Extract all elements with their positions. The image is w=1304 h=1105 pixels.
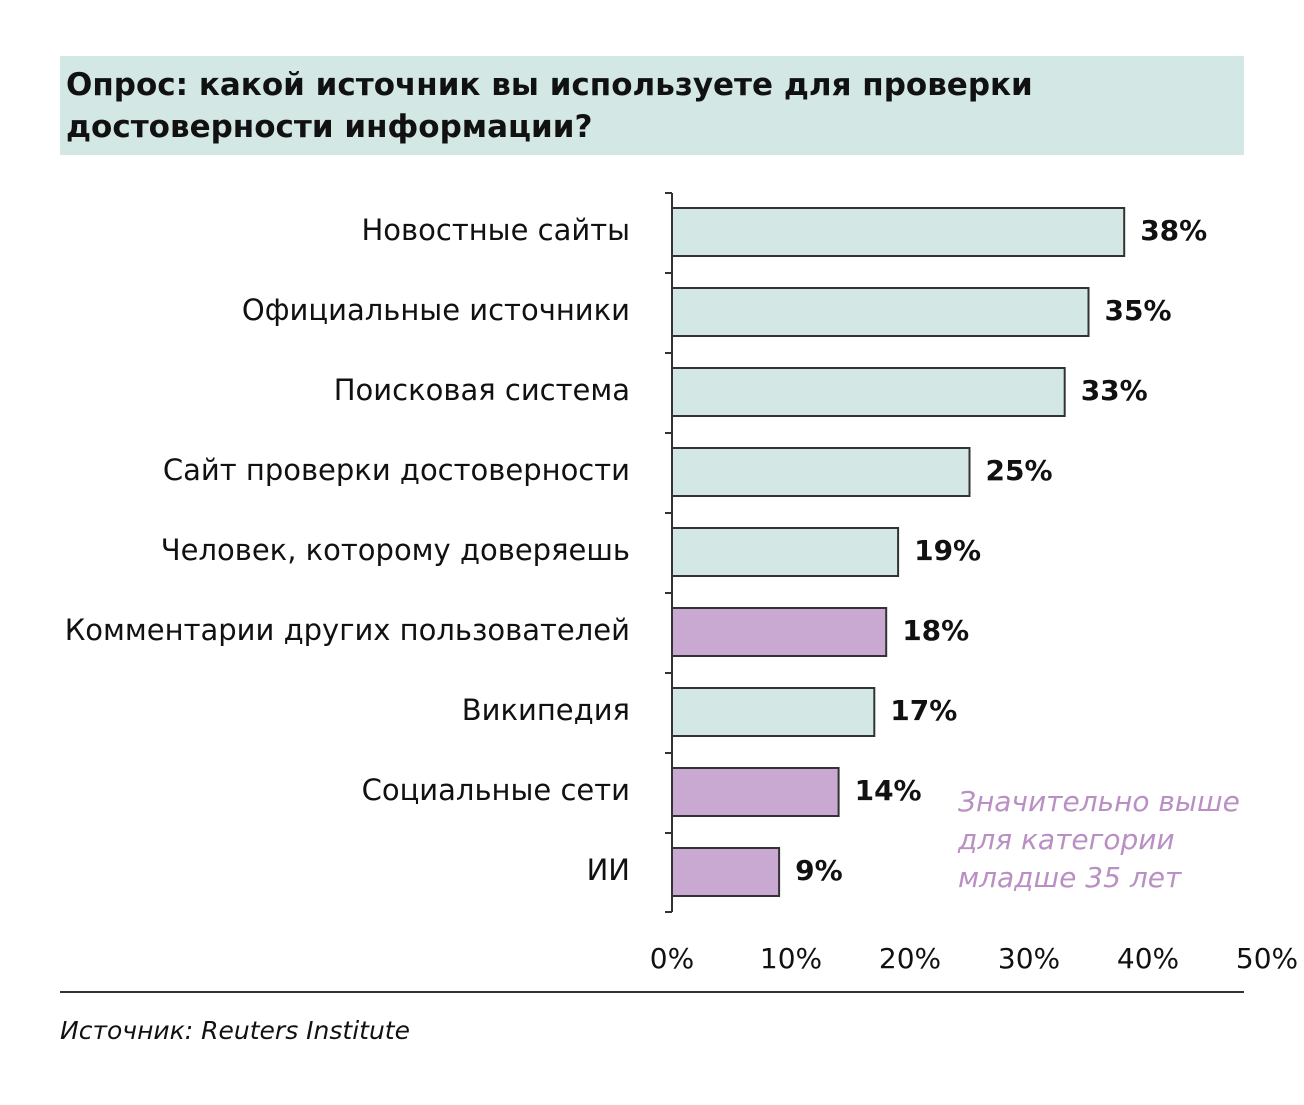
value-label: 19% xyxy=(914,534,981,567)
bar xyxy=(671,207,1126,257)
category-label: ИИ xyxy=(587,853,630,887)
category-label: Википедия xyxy=(462,693,630,727)
category-label: Поисковая система xyxy=(334,373,630,407)
annotation: для категории xyxy=(957,823,1175,856)
bar xyxy=(671,687,876,737)
x-tick-label: 50% xyxy=(1236,942,1298,975)
bar xyxy=(671,527,900,577)
bar xyxy=(671,447,971,497)
bar xyxy=(671,287,1090,337)
category-label: Официальные источники xyxy=(242,293,630,327)
value-label: 18% xyxy=(902,614,969,647)
value-label: 33% xyxy=(1081,374,1148,407)
chart-title: Опрос: какой источник вы используете для… xyxy=(60,56,1244,155)
value-label: 25% xyxy=(986,454,1053,487)
annotation: Значительно выше xyxy=(958,785,1240,818)
category-label: Комментарии других пользователей xyxy=(65,613,630,647)
source: Источник: Reuters Institute xyxy=(60,1016,410,1045)
value-label: 35% xyxy=(1105,294,1172,327)
category-label: Новостные сайты xyxy=(362,213,631,247)
x-tick-label: 40% xyxy=(1117,942,1179,975)
category-label: Социальные сети xyxy=(362,773,630,807)
bar xyxy=(671,847,781,897)
x-tick-label: 30% xyxy=(998,942,1060,975)
bar xyxy=(671,367,1066,417)
x-tick-label: 10% xyxy=(760,942,822,975)
value-label: 9% xyxy=(795,854,843,887)
value-label: 14% xyxy=(855,774,922,807)
x-tick-label: 20% xyxy=(879,942,941,975)
value-label: 17% xyxy=(890,694,957,727)
x-tick-label: 0% xyxy=(650,942,694,975)
category-label: Человек, которому доверяешь xyxy=(161,533,630,567)
value-label: 38% xyxy=(1140,214,1207,247)
bar xyxy=(671,607,888,657)
bar xyxy=(671,767,840,817)
annotation: младше 35 лет xyxy=(958,861,1182,894)
category-label: Сайт проверки достоверности xyxy=(163,453,630,487)
